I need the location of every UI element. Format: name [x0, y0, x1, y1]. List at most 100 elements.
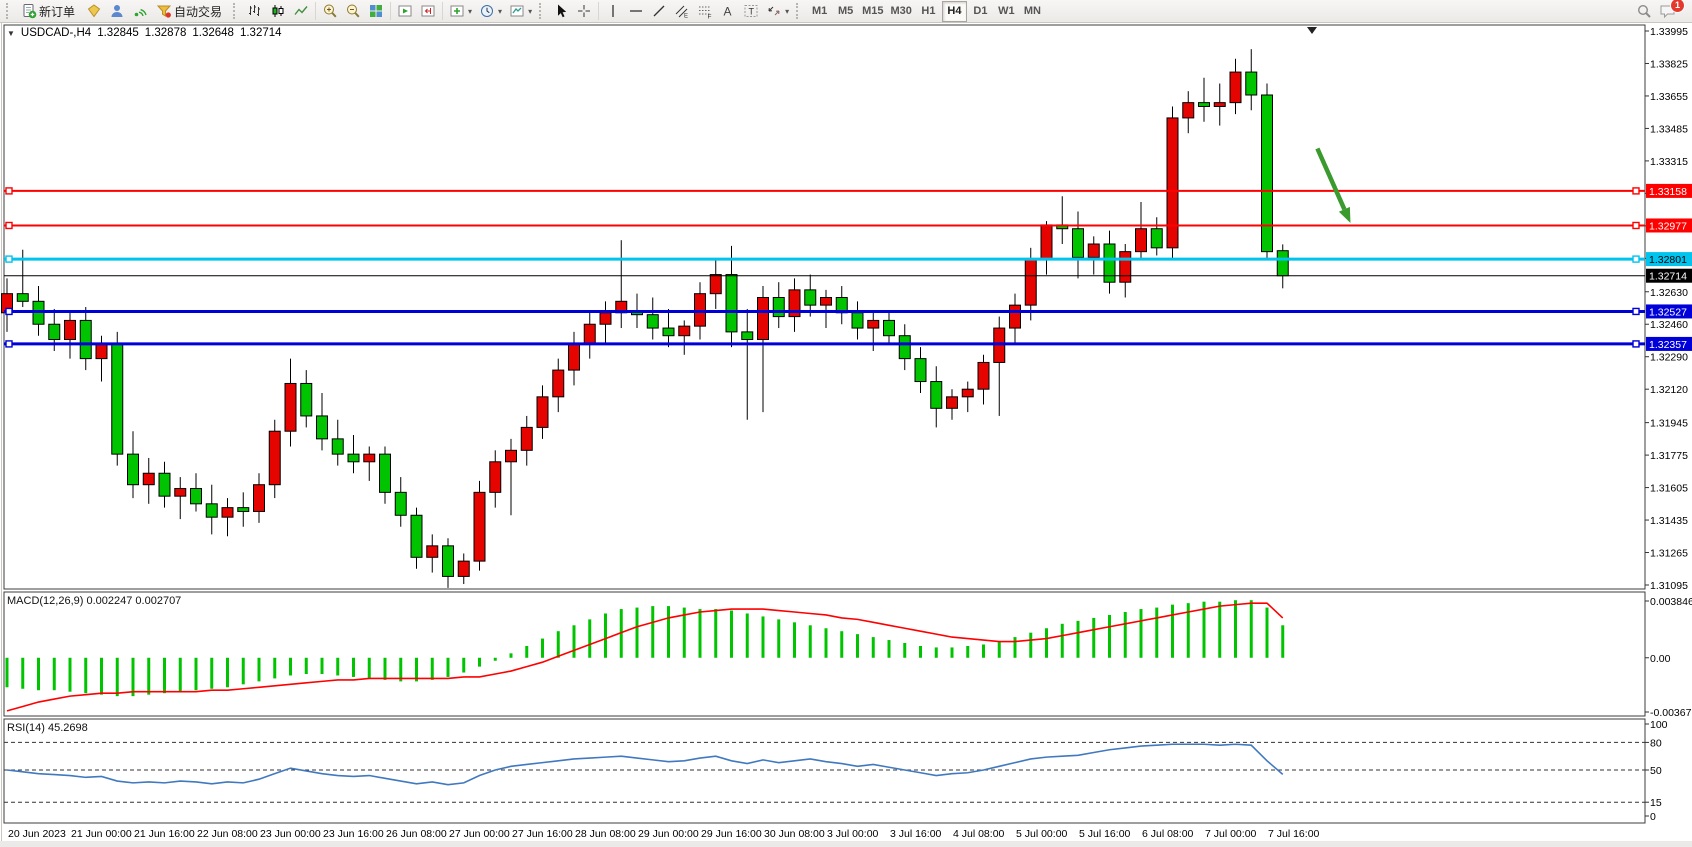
- trendline-icon: [653, 5, 665, 17]
- svg-text:1.33485: 1.33485: [1650, 123, 1688, 135]
- svg-text:1.32290: 1.32290: [1650, 352, 1688, 364]
- trendline-button[interactable]: [648, 1, 670, 22]
- timeframe-h4-button[interactable]: H4: [941, 0, 967, 22]
- svg-text:29 Jun 16:00: 29 Jun 16:00: [701, 828, 762, 840]
- vertical-line-icon: [612, 5, 614, 17]
- toolbar-grip: [539, 3, 546, 19]
- timeframe-d1-button[interactable]: D1: [968, 1, 993, 22]
- collapse-icon[interactable]: ▼: [7, 29, 15, 38]
- macd-label: MACD(12,26,9) 0.002247 0.002707: [7, 595, 181, 607]
- svg-text:26 Jun 08:00: 26 Jun 08:00: [386, 828, 447, 840]
- svg-text:0: 0: [1650, 811, 1656, 823]
- svg-text:23 Jun 16:00: 23 Jun 16:00: [323, 828, 384, 840]
- svg-text:0.00: 0.00: [1650, 653, 1671, 665]
- svg-text:5 Jul 16:00: 5 Jul 16:00: [1079, 828, 1131, 840]
- community-icon: [111, 5, 123, 17]
- svg-text:7 Jul 16:00: 7 Jul 16:00: [1268, 828, 1320, 840]
- text-button[interactable]: A: [717, 1, 739, 22]
- svg-text:T: T: [749, 7, 755, 17]
- auto-scroll-button[interactable]: [394, 1, 416, 22]
- bar-chart-button[interactable]: [244, 1, 266, 22]
- svg-text:1.33825: 1.33825: [1650, 58, 1688, 70]
- chart-shift-button[interactable]: [417, 1, 439, 22]
- new-order-button[interactable]: 新订单: [17, 1, 82, 22]
- chart-canvas[interactable]: 1.33995 1.33825 1.33655 1.33485 1.33315 1.331…: [0, 23, 1692, 847]
- market-button[interactable]: [83, 1, 105, 22]
- svg-text:5 Jul 00:00: 5 Jul 00:00: [1016, 828, 1068, 840]
- timeframe-m5-button[interactable]: M5: [833, 1, 858, 22]
- svg-text:1.31775: 1.31775: [1650, 450, 1688, 462]
- svg-text:-0.003675: -0.003675: [1650, 707, 1692, 719]
- svg-text:1.32630: 1.32630: [1650, 287, 1688, 299]
- text-label-button[interactable]: T: [740, 1, 762, 22]
- svg-text:30 Jun 08:00: 30 Jun 08:00: [764, 828, 825, 840]
- channel-icon: E: [675, 5, 688, 20]
- chevron-down-icon: ▾: [785, 6, 790, 16]
- chevron-down-icon: ▾: [468, 6, 473, 16]
- candlestick-button[interactable]: [267, 1, 289, 22]
- search-button[interactable]: [1633, 1, 1655, 22]
- svg-text:1.32801: 1.32801: [1649, 254, 1687, 266]
- svg-text:15: 15: [1650, 797, 1662, 809]
- new-order-icon: [23, 4, 37, 19]
- community-button[interactable]: [106, 1, 128, 22]
- notification-badge: 1: [1670, 0, 1685, 13]
- autotrading-icon: [156, 5, 172, 18]
- svg-text:1.32357: 1.32357: [1649, 339, 1687, 351]
- indicators-button[interactable]: ▾: [446, 1, 475, 22]
- svg-text:A: A: [724, 5, 732, 19]
- svg-text:1.31265: 1.31265: [1650, 548, 1688, 560]
- svg-text:1.32527: 1.32527: [1649, 306, 1687, 318]
- vertical-line-button[interactable]: [602, 1, 624, 22]
- crosshair-button[interactable]: [573, 1, 595, 22]
- horizontal-line-icon: [630, 10, 643, 12]
- svg-text:E: E: [684, 14, 688, 20]
- timeframe-w1-button[interactable]: W1: [994, 1, 1019, 22]
- svg-text:3 Jul 00:00: 3 Jul 00:00: [827, 828, 879, 840]
- templates-button[interactable]: ▾: [506, 1, 535, 22]
- horizontal-line-button[interactable]: [625, 1, 647, 22]
- autotrading-button[interactable]: 自动交易: [152, 1, 229, 22]
- low-value: 1.32648: [192, 27, 234, 39]
- arrows-icon: [768, 6, 780, 16]
- line-chart-button[interactable]: [290, 1, 312, 22]
- arrows-button[interactable]: ▾: [763, 1, 792, 22]
- tile-windows-button[interactable]: [365, 1, 387, 22]
- tile-windows-icon: [370, 5, 383, 17]
- timeframe-h1-button[interactable]: H1: [916, 1, 941, 22]
- zoom-in-button[interactable]: [319, 1, 341, 22]
- toolbar-separator: [315, 2, 317, 20]
- periods-button[interactable]: ▾: [476, 1, 505, 22]
- svg-text:27 Jun 00:00: 27 Jun 00:00: [449, 828, 510, 840]
- timeframe-mn-button[interactable]: MN: [1020, 1, 1045, 22]
- chevron-down-icon: ▾: [498, 6, 503, 16]
- signals-button[interactable]: [129, 1, 151, 22]
- svg-text:0.003846: 0.003846: [1650, 596, 1692, 608]
- macd-values: 0.002247 0.002707: [86, 595, 182, 607]
- svg-text:20 Jun 2023: 20 Jun 2023: [8, 828, 66, 840]
- svg-text:28 Jun 08:00: 28 Jun 08:00: [575, 828, 636, 840]
- signals-icon: [134, 8, 147, 17]
- timeframe-m30-button[interactable]: M30: [888, 1, 915, 22]
- channel-button[interactable]: E: [671, 1, 693, 22]
- svg-text:1.31435: 1.31435: [1650, 515, 1688, 527]
- toolbar-separator: [442, 2, 444, 20]
- cursor-button[interactable]: [550, 1, 572, 22]
- text-icon: A: [724, 5, 732, 19]
- zoom-out-button[interactable]: [342, 1, 364, 22]
- timeframe-m1-button[interactable]: M1: [807, 1, 832, 22]
- close-value: 1.32714: [239, 27, 282, 39]
- notifications-button[interactable]: 1: [1656, 0, 1685, 22]
- market-icon: [87, 4, 101, 18]
- svg-text:1.32120: 1.32120: [1650, 384, 1688, 396]
- auto-scroll-icon: [398, 5, 412, 17]
- fibonacci-button[interactable]: F: [694, 1, 716, 22]
- svg-text:1.33995: 1.33995: [1650, 26, 1688, 38]
- chart-window: 1.33995 1.33825 1.33655 1.33485 1.33315 1.331…: [0, 23, 1692, 847]
- fibonacci-icon: F: [699, 6, 712, 19]
- toolbar: 新订单 自动交易 ▾ ▾: [0, 0, 1692, 23]
- svg-text:1.33315: 1.33315: [1650, 156, 1688, 168]
- timeframe-m15-button[interactable]: M15: [859, 1, 886, 22]
- svg-text:1.32714: 1.32714: [1649, 271, 1687, 283]
- svg-text:27 Jun 16:00: 27 Jun 16:00: [512, 828, 573, 840]
